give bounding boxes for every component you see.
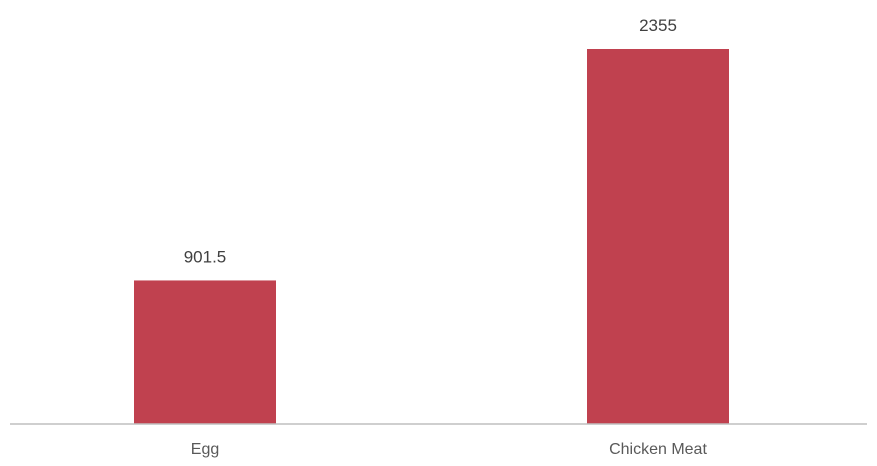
x-tick-label-chicken-meat: Chicken Meat bbox=[609, 441, 707, 458]
data-labels-layer: 901.5 2355 bbox=[184, 16, 677, 266]
x-tick-label-egg: Egg bbox=[191, 441, 219, 458]
x-tick-labels-layer: Egg Chicken Meat bbox=[191, 441, 708, 458]
data-label-egg: 901.5 bbox=[184, 247, 227, 266]
bars-layer bbox=[134, 49, 729, 424]
bar-chicken-meat bbox=[587, 49, 729, 424]
bar-egg bbox=[134, 280, 276, 424]
data-label-chicken-meat: 2355 bbox=[639, 16, 677, 35]
